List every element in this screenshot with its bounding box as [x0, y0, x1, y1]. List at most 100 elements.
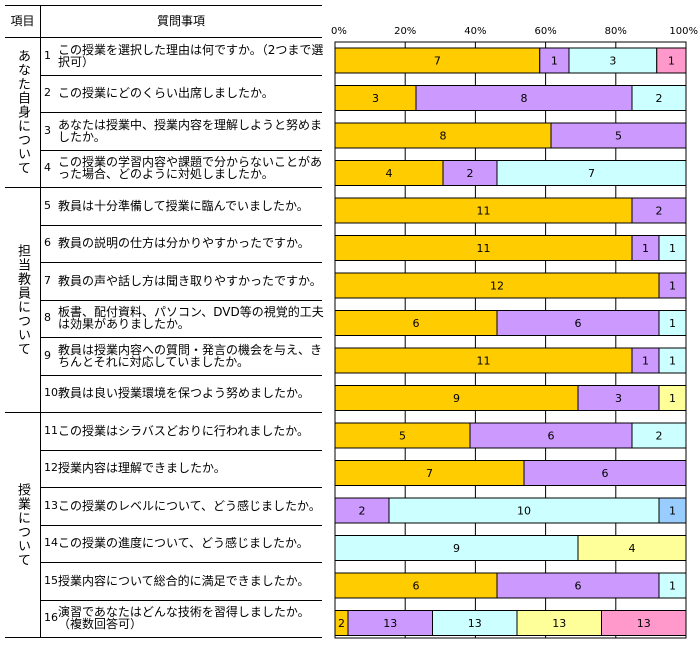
data-label: 1	[669, 242, 676, 255]
bar-segment	[523, 460, 687, 486]
column-divider	[40, 5, 41, 638]
bar-segment	[577, 385, 660, 411]
data-label: 5	[615, 130, 622, 143]
data-label: 11	[477, 355, 491, 368]
data-label: 2	[656, 205, 663, 218]
data-label: 1	[669, 280, 676, 293]
question-number: 10	[44, 386, 58, 399]
question-row: 14 この授業の進度について、どう感じましたか。	[44, 525, 324, 562]
question-text: 演習であなたはどんな技術を習得しましたか。（複数回答可）	[58, 605, 310, 631]
bar-segment	[496, 160, 687, 186]
question-row: 13 この授業のレベルについて、どう感じましたか。	[44, 487, 324, 524]
data-label: 7	[426, 467, 433, 480]
question-text: 教員の説明の仕方は分かりやすかったですか。	[58, 236, 310, 250]
question-number: 14	[44, 536, 58, 549]
question-text: この授業の学習内容や課題で分からないことがあった場合、どのように対処しましたか。	[58, 155, 323, 181]
data-label: 1	[669, 505, 676, 518]
question-number: 5	[44, 198, 51, 212]
group-divider	[5, 637, 41, 638]
question-number: 4	[44, 161, 51, 174]
bar-segment	[334, 197, 633, 224]
bar-segment	[334, 422, 471, 449]
x-tick-label: 0%	[331, 26, 347, 37]
bar-segment	[631, 197, 687, 224]
question-number: 2	[44, 86, 51, 99]
x-tick-label: 60%	[534, 26, 556, 37]
question-text: この授業はシラバスどおりに行われましたか。	[58, 423, 310, 438]
bar-segment	[334, 460, 525, 486]
question-row: 16 演習であなたはどんな技術を習得しましたか。（複数回答可）	[44, 600, 324, 637]
question-number: 6	[44, 236, 51, 249]
question-number: 7	[44, 273, 51, 287]
row-divider	[40, 112, 322, 113]
question-text: 教員は十分準備して授業に臨んでいましたか。	[58, 198, 309, 213]
data-label: 4	[386, 167, 393, 180]
data-label: 6	[413, 580, 420, 593]
question-row: 2 この授業にどのくらい出席しましたか。	[44, 75, 324, 112]
header-divider	[5, 37, 322, 38]
question-number: 1	[44, 48, 51, 62]
bar-segment	[334, 497, 390, 524]
data-label: 13	[552, 617, 566, 630]
bar-segment	[334, 347, 633, 374]
data-label: 1	[668, 55, 675, 68]
row-divider	[40, 262, 322, 263]
data-label: 9	[453, 392, 460, 405]
bar-segment	[469, 422, 633, 449]
data-label: 3	[372, 92, 379, 105]
bar-segment	[631, 422, 687, 449]
bar-segment	[496, 572, 660, 599]
bar-segment	[631, 85, 687, 111]
question-text: この授業の進度について、どう感じましたか。	[58, 536, 309, 550]
question-row: 6 教員の説明の仕方は分かりやすかったですか。	[44, 225, 324, 262]
data-label: 13	[383, 617, 397, 630]
group-divider	[5, 412, 41, 413]
data-label: 1	[551, 55, 558, 68]
question-number: 16	[44, 611, 58, 624]
bar-segment	[334, 47, 541, 74]
row-divider	[40, 450, 322, 451]
data-label: 6	[548, 430, 555, 443]
data-label: 7	[588, 167, 595, 180]
bar-segment	[656, 47, 687, 74]
question-row: 9 教員は授業内容への質問・発言の機会を与え、きちんとそれに対応していましたか。	[44, 337, 324, 374]
header-question: 質問事項	[156, 14, 205, 28]
category-label: あなた自身について	[15, 49, 30, 175]
bar-segment	[347, 610, 433, 636]
data-label: 6	[575, 580, 582, 593]
question-row: 8 板書、配付資料、パソコン、DVD等の視覚的工夫は効果がありましたか。	[44, 300, 324, 337]
question-row: 7 教員の声や話し方は聞き取りやすかったですか。	[44, 262, 324, 299]
bar-segment	[658, 272, 687, 299]
row-divider	[40, 150, 322, 151]
bar-segment	[658, 497, 687, 524]
question-row: 15 授業内容について総合的に満足できましたか。	[44, 562, 324, 599]
question-row: 12 授業内容は理解できましたか。	[44, 450, 324, 487]
data-label: 13	[468, 617, 482, 630]
data-label: 2	[656, 430, 663, 443]
data-label: 7	[434, 55, 441, 68]
data-label: 6	[413, 317, 420, 330]
bar-segment	[334, 122, 552, 149]
data-label: 11	[477, 242, 491, 255]
bar-segment	[658, 385, 687, 411]
category-label: 担当教員について	[15, 243, 30, 356]
row-divider	[40, 637, 322, 638]
row-divider	[40, 562, 322, 563]
question-text: この授業にどのくらい出席しましたか。	[58, 86, 274, 100]
question-text: あなたは授業中、授業内容を理解しようと努めましたか。	[58, 117, 323, 144]
data-label: 1	[669, 392, 676, 405]
bar-segment	[539, 47, 570, 74]
question-text: 板書、配付資料、パソコン、DVD等の視覚的工夫は効果がありましたか。	[58, 305, 324, 331]
question-row: 3 あなたは授業中、授業内容を理解しようと努めましたか。	[44, 112, 324, 149]
data-label: 2	[359, 505, 366, 518]
row-divider	[40, 375, 322, 376]
row-divider	[40, 600, 322, 601]
x-tick-label: 40%	[464, 26, 486, 37]
question-text: 教員は良い授業環境を保つよう努めましたか。	[58, 386, 310, 400]
bar-segment	[388, 497, 660, 524]
question-row: 4 この授業の学習内容や課題で分からないことがあった場合、どのように対処しましたか…	[44, 150, 324, 187]
data-label: 2	[338, 617, 345, 630]
data-label: 2	[656, 92, 663, 105]
question-text: 教員の声や話し方は聞き取りやすかったですか。	[58, 273, 322, 288]
data-label: 3	[609, 55, 616, 68]
